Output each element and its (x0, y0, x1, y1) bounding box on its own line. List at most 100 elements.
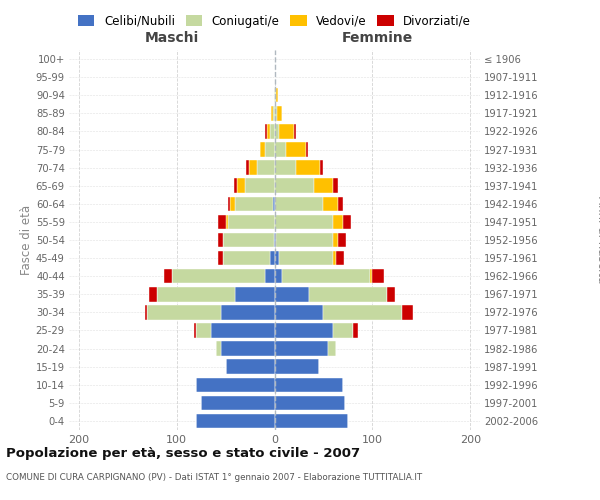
Bar (275, 88, 277, 102)
Bar (218, 214, 226, 229)
Bar (266, 124, 269, 138)
Bar (275, 124, 280, 138)
Bar (265, 269, 275, 283)
Bar (294, 124, 296, 138)
Bar (221, 305, 275, 320)
Bar (269, 251, 275, 266)
Bar (194, 323, 196, 338)
Text: Popolazione per età, sesso e stato civile - 2007: Popolazione per età, sesso e stato civil… (6, 448, 360, 460)
Bar (274, 233, 275, 247)
Bar (275, 287, 309, 302)
Bar (275, 360, 319, 374)
Bar (275, 269, 283, 283)
Bar (314, 178, 333, 193)
Bar (323, 305, 402, 320)
Y-axis label: Fasce di età: Fasce di età (20, 205, 33, 275)
Bar (235, 287, 275, 302)
Bar (274, 88, 275, 102)
Bar (227, 196, 230, 211)
Bar (164, 269, 172, 283)
Bar (306, 142, 308, 157)
Bar (320, 160, 323, 175)
Bar (343, 214, 351, 229)
Bar (275, 305, 323, 320)
Bar (235, 196, 272, 211)
Bar (286, 142, 306, 157)
Bar (333, 233, 338, 247)
Bar (333, 214, 343, 229)
Bar (296, 160, 320, 175)
Bar (265, 124, 266, 138)
Bar (157, 287, 235, 302)
Bar (226, 214, 227, 229)
Bar (235, 178, 238, 193)
Bar (272, 196, 275, 211)
Bar (218, 251, 223, 266)
Bar (149, 287, 157, 302)
Bar (275, 378, 343, 392)
Text: Femmine: Femmine (341, 30, 413, 44)
Bar (387, 287, 395, 302)
Bar (333, 178, 338, 193)
Bar (338, 196, 343, 211)
Bar (277, 88, 278, 102)
Bar (223, 233, 274, 247)
Bar (271, 106, 272, 120)
Bar (147, 305, 221, 320)
Bar (145, 305, 147, 320)
Bar (275, 196, 323, 211)
Bar (272, 106, 275, 120)
Bar (226, 360, 275, 374)
Bar (338, 233, 346, 247)
Bar (238, 178, 245, 193)
Text: COMUNE DI CURA CARPIGNANO (PV) - Dati ISTAT 1° gennaio 2007 - Elaborazione TUTTI: COMUNE DI CURA CARPIGNANO (PV) - Dati IS… (6, 472, 422, 482)
Text: Maschi: Maschi (145, 30, 199, 44)
Bar (353, 323, 358, 338)
Bar (275, 160, 296, 175)
Bar (260, 142, 265, 157)
Bar (283, 269, 370, 283)
Bar (245, 178, 275, 193)
Bar (275, 178, 314, 193)
Bar (275, 342, 328, 356)
Bar (218, 233, 223, 247)
Bar (221, 342, 275, 356)
Bar (328, 342, 336, 356)
Bar (280, 124, 294, 138)
Bar (333, 251, 336, 266)
Bar (323, 196, 338, 211)
Bar (249, 160, 257, 175)
Bar (275, 142, 286, 157)
Bar (277, 233, 333, 247)
Bar (333, 323, 353, 338)
Bar (370, 269, 373, 283)
Bar (265, 142, 275, 157)
Bar (277, 106, 283, 120)
Bar (402, 305, 413, 320)
Y-axis label: Anni di nascita: Anni di nascita (595, 196, 600, 284)
Bar (172, 269, 265, 283)
Bar (280, 251, 333, 266)
Bar (216, 342, 221, 356)
Bar (257, 160, 275, 175)
Bar (223, 251, 269, 266)
Bar (196, 323, 211, 338)
Bar (227, 214, 275, 229)
Bar (275, 414, 348, 428)
Bar (275, 396, 345, 410)
Bar (373, 269, 384, 283)
Bar (196, 414, 275, 428)
Bar (211, 323, 275, 338)
Bar (269, 124, 275, 138)
Bar (275, 233, 277, 247)
Bar (201, 396, 275, 410)
Bar (246, 160, 249, 175)
Bar (275, 214, 333, 229)
Bar (275, 251, 280, 266)
Bar (309, 287, 387, 302)
Bar (196, 378, 275, 392)
Legend: Celibi/Nubili, Coniugati/e, Vedovi/e, Divorziati/e: Celibi/Nubili, Coniugati/e, Vedovi/e, Di… (76, 12, 473, 30)
Bar (336, 251, 344, 266)
Bar (275, 323, 333, 338)
Bar (275, 106, 277, 120)
